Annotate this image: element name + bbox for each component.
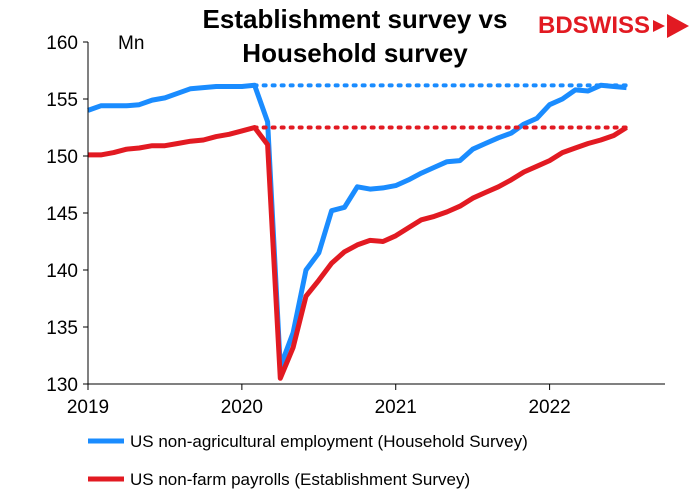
logo-text: BDSWISS: [538, 12, 650, 39]
logo-arrow-icon: [653, 20, 665, 32]
y-tick-label: 135: [46, 318, 78, 339]
legend-label-household: US non-agricultural employment (Househol…: [130, 432, 528, 451]
x-tick-label: 2022: [528, 397, 570, 418]
y-tick-label: 140: [46, 261, 78, 282]
series-0-line: [87, 82, 627, 370]
legend: US non-agricultural employment (Househol…: [88, 432, 528, 489]
chart-title-line-1: Establishment survey vs: [203, 4, 508, 34]
y-tick-label: 155: [46, 90, 78, 111]
y-tick-label: 130: [46, 375, 78, 396]
legend-item-establishment: US non-farm payrolls (Establishment Surv…: [88, 470, 470, 489]
y-tick-label: 150: [46, 147, 78, 168]
x-tick-label: 2020: [221, 397, 263, 418]
series-1-line: [88, 125, 628, 381]
logo-arrow-icon: [667, 14, 689, 38]
unit-label: Mn: [118, 33, 144, 54]
plot-area: [87, 82, 629, 381]
y-tick-label: 145: [46, 204, 78, 225]
legend-label-establishment: US non-farm payrolls (Establishment Surv…: [130, 470, 470, 489]
y-tick-label: 160: [46, 33, 78, 54]
bdswiss-logo: BDSWISS: [538, 12, 689, 39]
legend-item-household: US non-agricultural employment (Househol…: [88, 432, 528, 451]
axes: 130 135 140 145 150 155 160 2019 2020 2021 2022: [46, 33, 665, 418]
x-tick-label: 2019: [67, 397, 109, 418]
chart-title-line-2: Household survey: [242, 38, 468, 68]
x-tick-label: 2021: [375, 397, 417, 418]
